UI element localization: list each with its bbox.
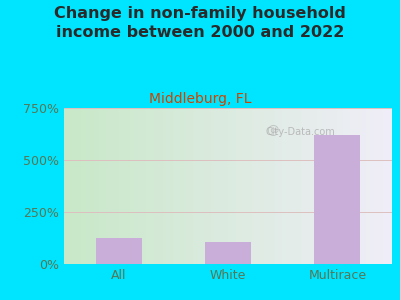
Text: City-Data.com: City-Data.com (265, 127, 335, 137)
Bar (96, 238, 142, 264)
Text: Change in non-family household
income between 2000 and 2022: Change in non-family household income be… (54, 6, 346, 40)
Bar (205, 242, 251, 264)
Bar (314, 135, 360, 264)
Text: Middleburg, FL: Middleburg, FL (149, 92, 251, 106)
Text: @: @ (266, 124, 278, 137)
